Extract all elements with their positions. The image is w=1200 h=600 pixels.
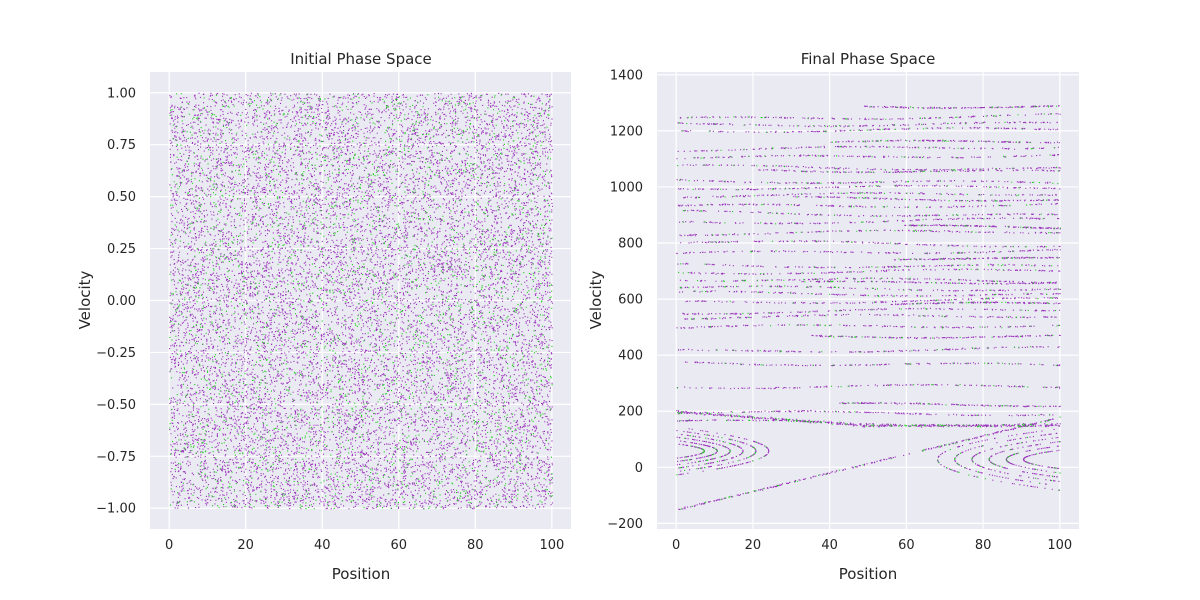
x-tick-label: 100	[539, 538, 564, 553]
scatter-points-secondary	[676, 105, 1061, 510]
scatter-points-primary	[169, 92, 553, 510]
final-y-axis-label: Velocity	[587, 270, 605, 329]
final-phase-space-chart: 0 20 40 60 80 100 −200 0 200 400 600 800 1000 1200 14…	[587, 50, 1079, 583]
y-tick-label: 1200	[610, 124, 643, 139]
y-tick-label: 1400	[610, 68, 643, 83]
y-tick-label: −0.50	[96, 398, 136, 413]
x-tick-label: 40	[821, 538, 838, 553]
y-tick-label: 400	[618, 349, 643, 364]
x-tick-label: 0	[165, 538, 173, 553]
scatter-points-primary	[676, 105, 1061, 510]
x-tick-label: 0	[672, 538, 680, 553]
x-tick-label: 20	[745, 538, 762, 553]
initial-x-tick-labels: 0 20 40 60 80 100	[165, 538, 564, 553]
y-tick-label: 0.25	[107, 242, 136, 257]
y-tick-label: −200	[607, 517, 643, 532]
y-tick-label: −1.00	[96, 502, 136, 517]
x-tick-label: 100	[1047, 538, 1072, 553]
initial-phase-space-chart: 0 20 40 60 80 100 −1.00 −0.75 −0.50 −0.25 0.00 0.2…	[76, 50, 571, 583]
final-chart-title: Final Phase Space	[801, 50, 936, 68]
x-tick-label: 20	[237, 538, 254, 553]
y-tick-label: 1000	[610, 180, 643, 195]
initial-y-axis-label: Velocity	[76, 270, 94, 329]
x-tick-label: 80	[975, 538, 992, 553]
y-tick-label: −0.25	[96, 346, 136, 361]
x-tick-label: 40	[314, 538, 331, 553]
final-x-axis-label: Position	[839, 565, 897, 583]
y-tick-label: 600	[618, 293, 643, 308]
x-tick-label: 60	[898, 538, 915, 553]
initial-y-tick-labels: −1.00 −0.75 −0.50 −0.25 0.00 0.25 0.50 0.75 1.00	[96, 86, 136, 516]
y-tick-label: −0.75	[96, 450, 136, 465]
initial-x-axis-label: Position	[332, 565, 390, 583]
y-tick-label: 800	[618, 237, 643, 252]
initial-scatter-points	[169, 92, 553, 510]
y-tick-label: 0.50	[107, 190, 136, 205]
final-y-tick-labels: −200 0 200 400 600 800 1000 1200 1400	[607, 68, 643, 532]
y-tick-label: 200	[618, 405, 643, 420]
x-tick-label: 80	[467, 538, 484, 553]
y-tick-label: 1.00	[107, 86, 136, 101]
final-x-tick-labels: 0 20 40 60 80 100	[672, 538, 1072, 553]
initial-chart-title: Initial Phase Space	[290, 50, 432, 68]
y-tick-label: 0	[635, 461, 643, 476]
final-scatter-points	[676, 105, 1061, 510]
y-tick-label: 0.75	[107, 138, 136, 153]
y-tick-label: 0.00	[107, 294, 136, 309]
x-tick-label: 60	[390, 538, 407, 553]
